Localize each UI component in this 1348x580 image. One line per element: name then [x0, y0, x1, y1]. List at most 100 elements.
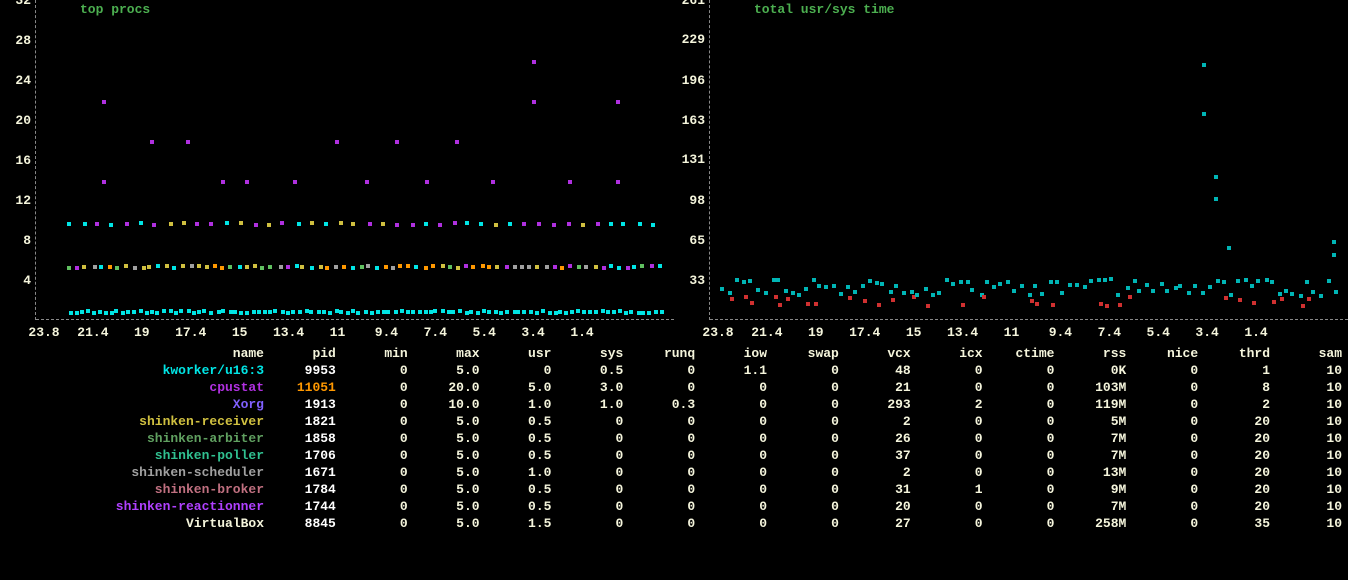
data-point [1116, 293, 1120, 297]
data-point [293, 180, 297, 184]
proc-pid: 11051 [270, 379, 342, 396]
data-point [998, 282, 1002, 286]
data-point [75, 266, 79, 270]
proc-value: 0 [773, 379, 845, 396]
data-point [902, 291, 906, 295]
data-point [448, 265, 452, 269]
proc-value: 5.0 [414, 515, 486, 532]
proc-value: 103M [1060, 379, 1132, 396]
data-point [381, 222, 385, 226]
proc-value: 0 [989, 413, 1061, 430]
data-point [1126, 286, 1130, 290]
proc-value: 0 [342, 498, 414, 515]
data-point [1202, 63, 1206, 67]
data-point [1105, 304, 1109, 308]
data-point [253, 264, 257, 268]
proc-value: 0 [701, 413, 773, 430]
data-point [431, 264, 435, 268]
proc-value: 0 [917, 498, 989, 515]
data-point [817, 284, 821, 288]
proc-value: 35 [1204, 515, 1276, 532]
data-point [245, 265, 249, 269]
data-point [411, 223, 415, 227]
data-point [190, 264, 194, 268]
proc-value: 10 [1276, 396, 1348, 413]
proc-value: 0 [342, 396, 414, 413]
data-point [186, 140, 190, 144]
data-point [1049, 280, 1053, 284]
data-point [720, 287, 724, 291]
x-axis-right: 23.821.41917.41513.4119.47.45.43.41.4 [710, 325, 1348, 345]
data-point [647, 311, 651, 315]
data-point [406, 264, 410, 268]
table-row: cpustat11051020.05.03.00002100103M0810 [0, 379, 1348, 396]
data-point [535, 265, 539, 269]
data-point [197, 264, 201, 268]
table-row: shinken-poller170605.00.5000037007M02010 [0, 447, 1348, 464]
proc-value: 0 [1132, 498, 1204, 515]
data-point [1020, 284, 1024, 288]
data-point [458, 309, 462, 313]
proc-value: 20 [1204, 464, 1276, 481]
data-point [931, 293, 935, 297]
proc-pid: 1821 [270, 413, 342, 430]
data-point [1033, 284, 1037, 288]
proc-value: 10 [1276, 362, 1348, 379]
proc-value: 5M [1060, 413, 1132, 430]
y-axis-right: 261229196163131986533 [674, 0, 710, 320]
data-point [375, 266, 379, 270]
proc-name: shinken-arbiter [0, 430, 270, 447]
proc-value: 119M [1060, 396, 1132, 413]
proc-value: 0 [1132, 464, 1204, 481]
data-point [1208, 285, 1212, 289]
data-point [730, 297, 734, 301]
data-point [165, 264, 169, 268]
proc-value: 0 [773, 447, 845, 464]
data-point [863, 299, 867, 303]
data-point [324, 222, 328, 226]
data-point [616, 100, 620, 104]
data-point [479, 222, 483, 226]
data-point [1099, 302, 1103, 306]
data-point [982, 295, 986, 299]
proc-value: 0 [629, 481, 701, 498]
data-point [806, 302, 810, 306]
data-point [156, 264, 160, 268]
proc-value: 0 [1132, 379, 1204, 396]
data-point [554, 311, 558, 315]
data-point [560, 266, 564, 270]
data-point [398, 264, 402, 268]
data-point [286, 311, 290, 315]
data-point [764, 291, 768, 295]
data-point [552, 223, 556, 227]
data-point [1290, 292, 1294, 296]
data-point [756, 288, 760, 292]
data-point [915, 293, 919, 297]
table-row: shinken-arbiter185805.00.5000026007M0201… [0, 430, 1348, 447]
data-point [1332, 240, 1336, 244]
data-point [532, 100, 536, 104]
data-point [516, 310, 520, 314]
proc-value: 0 [989, 498, 1061, 515]
data-point [1299, 294, 1303, 298]
data-point [1305, 280, 1309, 284]
data-point [875, 281, 879, 285]
data-point [553, 265, 557, 269]
y-tick: 229 [673, 32, 705, 47]
data-point [394, 310, 398, 314]
data-point [839, 292, 843, 296]
data-point [368, 222, 372, 226]
proc-value: 1 [917, 481, 989, 498]
chart-title-right: total usr/sys time [754, 2, 894, 17]
data-point [115, 266, 119, 270]
data-point [453, 221, 457, 225]
proc-value: 20 [1204, 498, 1276, 515]
data-point [1278, 292, 1282, 296]
proc-value: 20 [1204, 430, 1276, 447]
data-point [832, 284, 836, 288]
data-point [187, 309, 191, 313]
data-point [1227, 246, 1231, 250]
data-point [92, 311, 96, 315]
data-point [195, 222, 199, 226]
data-point [310, 266, 314, 270]
